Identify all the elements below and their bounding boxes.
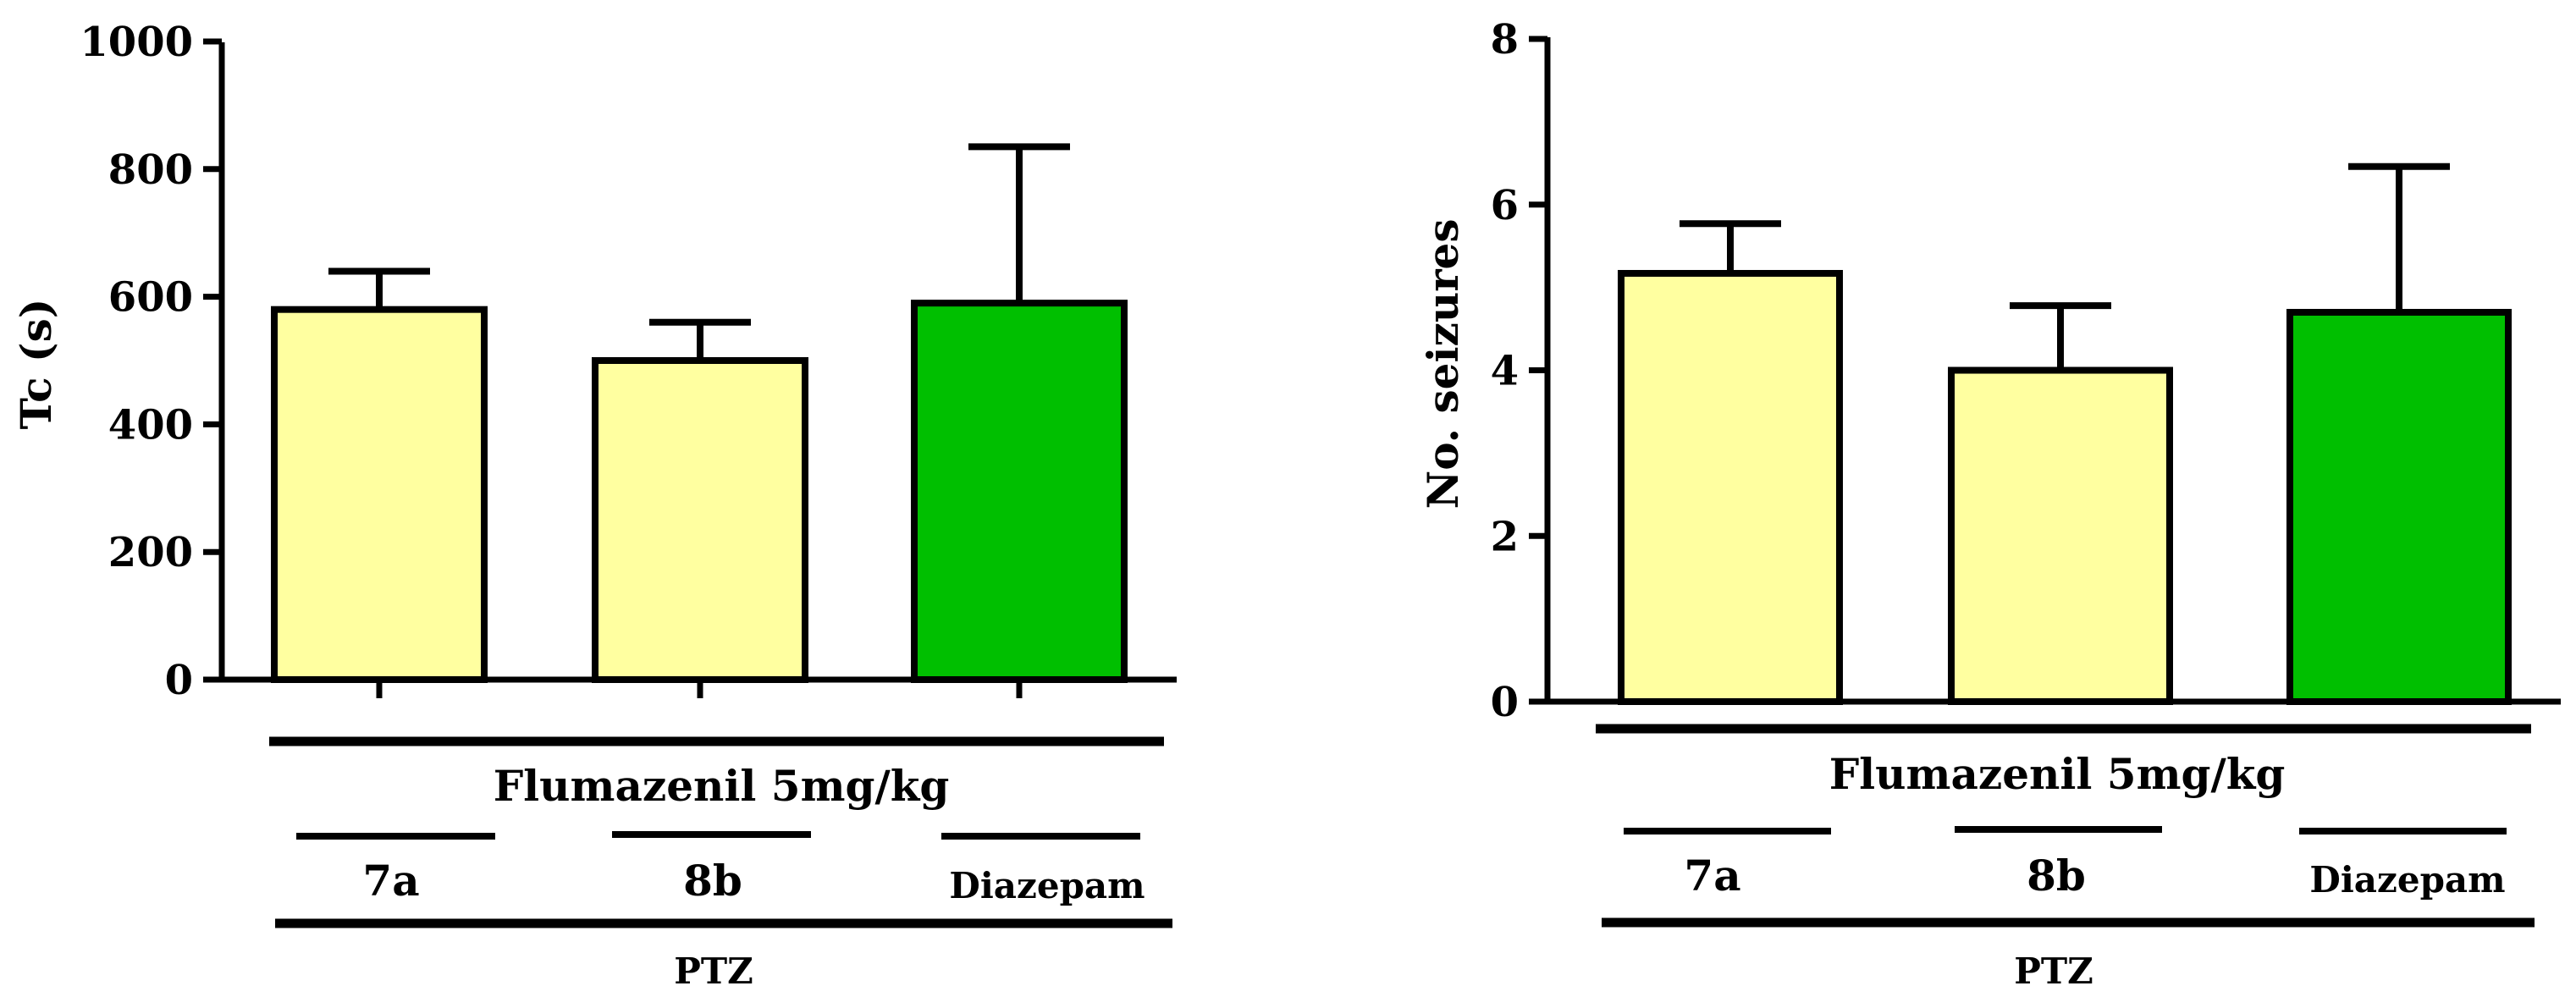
tc-category-label-diazepam: Diazepam: [949, 865, 1145, 906]
seizures-y-tick-label: 2: [1491, 513, 1519, 560]
seizures-category-label-diazepam: Diazepam: [2309, 859, 2505, 901]
seizures-bar-7a: [1618, 269, 1843, 705]
tc-y-tick-label: 1000: [80, 19, 193, 66]
tc-category-label-8b: 8b: [683, 856, 742, 906]
tc-y-tick-label: 400: [108, 401, 193, 449]
tc-y-tick-label: 200: [108, 529, 193, 576]
tc-bar-7a: [271, 306, 488, 683]
seizures-category-label-7a: 7a: [1684, 851, 1740, 901]
tc-y-axis-label: Tc (s): [11, 299, 61, 430]
tc-y-tick-label: 0: [165, 657, 193, 704]
tc-y-tick-label: 600: [108, 274, 193, 322]
tc-chart: Tc (s) 0 200 400 600 800 1000 Flumazenil 5mg/…: [11, 19, 1177, 992]
tc-bar-diazepam: [911, 300, 1128, 683]
tc-ptz-label: PTZ: [674, 950, 753, 992]
seizures-y-tick-label: 4: [1491, 348, 1519, 395]
seizures-bar-8b: [1948, 366, 2173, 705]
seizures-category-label-8b: 8b: [2027, 851, 2086, 901]
tc-flumazenil-label: Flumazenil 5mg/kg: [494, 761, 950, 811]
tc-bar-8b: [592, 357, 808, 683]
seizures-bar-diazepam: [2286, 308, 2512, 705]
seizures-ptz-label: PTZ: [2014, 950, 2093, 992]
seizures-y-tick-label: 6: [1491, 182, 1519, 229]
seizures-y-tick-label: 8: [1491, 16, 1519, 63]
seizures-flumazenil-label: Flumazenil 5mg/kg: [1829, 749, 2286, 799]
seizures-y-axis-label: No. seizures: [1418, 219, 1468, 510]
seizures-y-tick-label: 0: [1491, 679, 1519, 726]
tc-y-tick-label: 800: [108, 146, 193, 194]
tc-category-label-7a: 7a: [362, 856, 419, 906]
